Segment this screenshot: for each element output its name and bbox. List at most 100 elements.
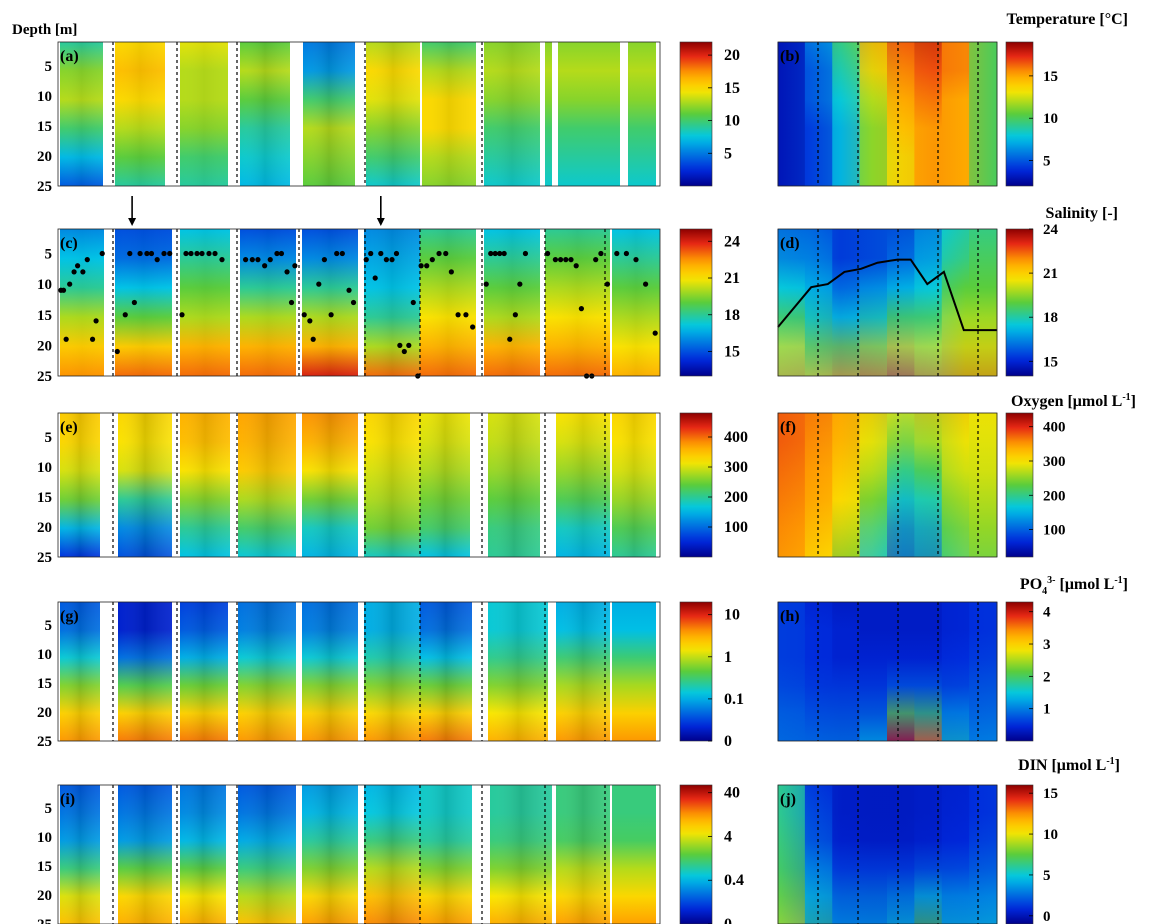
po4-3--right-colorbar-tick-label: 2 bbox=[1043, 669, 1051, 685]
din-right-colorbar-tick-label: 5 bbox=[1043, 868, 1051, 884]
mixed-layer-depth-point bbox=[310, 336, 316, 342]
temperature-panel-letter: (a) bbox=[60, 48, 79, 65]
salinity-seasonal-frame bbox=[777, 228, 998, 377]
depth-tick-label: 15 bbox=[37, 676, 52, 692]
depth-tick-label: 15 bbox=[37, 859, 52, 875]
salinity-station-shading bbox=[302, 229, 358, 376]
salinity-left-colorbar-tick-label: 24 bbox=[724, 233, 740, 250]
oxygen-station-shading bbox=[60, 413, 100, 557]
mixed-layer-depth-point bbox=[497, 250, 503, 257]
oxygen-right-colorbar-tick-label: 400 bbox=[1043, 420, 1066, 436]
depth-tick-label: 5 bbox=[45, 430, 53, 446]
mixed-layer-depth-point bbox=[517, 281, 523, 287]
mixed-layer-depth-point bbox=[154, 257, 160, 263]
oxygen-left-colorbar-tick-label: 400 bbox=[724, 429, 748, 446]
mixed-layer-depth-point bbox=[563, 257, 569, 263]
event-arrow-head bbox=[376, 218, 385, 226]
temperature-station-shading bbox=[366, 42, 420, 186]
oxygen-station-shading bbox=[556, 413, 610, 557]
oxygen-left-colorbar-tick-label: 200 bbox=[724, 489, 748, 506]
depth-tick-label: 20 bbox=[37, 520, 52, 536]
depth-tick-label: 20 bbox=[37, 705, 52, 721]
din-left-colorbar-tick-label: 4 bbox=[724, 828, 732, 845]
oxygen-right-colorbar-tick-label: 200 bbox=[1043, 488, 1066, 504]
salinity-station-shading bbox=[364, 229, 420, 376]
temperature-left-colorbar-tick-label: 20 bbox=[724, 47, 740, 64]
salinity-panel-letter: (c) bbox=[60, 235, 78, 252]
depth-tick-label: 20 bbox=[37, 338, 52, 354]
mixed-layer-depth-point bbox=[249, 257, 255, 263]
mixed-layer-depth-point bbox=[383, 257, 389, 263]
salinity-left-colorbar bbox=[679, 228, 713, 377]
mixed-layer-depth-point bbox=[212, 250, 218, 257]
salinity-seasonal-letter: (d) bbox=[780, 235, 800, 252]
po4-3--station-shading bbox=[364, 602, 420, 741]
po4-3--right-colorbar-tick-label: 3 bbox=[1043, 637, 1051, 653]
oxygen-panel-letter: (e) bbox=[60, 419, 78, 436]
mixed-layer-depth-point bbox=[93, 318, 99, 324]
oxygen-seasonal-blend bbox=[778, 413, 997, 557]
mixed-layer-depth-point bbox=[267, 257, 273, 263]
temperature-station-shading bbox=[180, 42, 228, 186]
mixed-layer-depth-point bbox=[199, 250, 205, 257]
oxygen-station-shading bbox=[612, 413, 656, 557]
mixed-layer-depth-point bbox=[501, 250, 507, 257]
mixed-layer-depth-point bbox=[397, 342, 403, 348]
mixed-layer-depth-point bbox=[558, 257, 564, 263]
depth-tick-label: 5 bbox=[45, 801, 53, 817]
mixed-layer-depth-point bbox=[512, 312, 518, 318]
mixed-layer-depth-point bbox=[578, 306, 585, 312]
mixed-layer-depth-point bbox=[71, 269, 77, 275]
temperature-station-block bbox=[558, 42, 620, 186]
mixed-layer-depth-point bbox=[633, 257, 639, 263]
mixed-layer-depth-point bbox=[75, 263, 81, 269]
mixed-layer-depth-point bbox=[131, 299, 137, 306]
po4-3--left-colorbar-tick-label: 10 bbox=[724, 607, 740, 624]
din-left-colorbar-tick-label: 0 bbox=[724, 916, 732, 924]
din-left-colorbar-tick-label: 40 bbox=[724, 785, 740, 802]
din-right-colorbar bbox=[1005, 784, 1034, 924]
oxygen-station-shading bbox=[238, 413, 296, 557]
temperature-left-colorbar-tick-label: 15 bbox=[724, 80, 740, 97]
mixed-layer-depth-point bbox=[372, 275, 378, 281]
po4-3--seasonal-blend bbox=[778, 602, 997, 741]
mixed-layer-depth-point bbox=[455, 312, 461, 318]
mixed-layer-depth-point bbox=[443, 250, 449, 257]
temperature-right-colorbar-tick-label: 5 bbox=[1043, 154, 1051, 170]
mixed-layer-depth-point bbox=[393, 250, 400, 257]
salinity-right-colorbar-tick-label: 18 bbox=[1043, 310, 1058, 326]
din-station-shading bbox=[556, 785, 610, 924]
temperature-station-shading bbox=[303, 42, 355, 186]
din-title: DIN [μmol L-1] bbox=[1018, 756, 1120, 774]
mixed-layer-depth-point bbox=[122, 312, 128, 318]
oxygen-seasonal-letter: (f) bbox=[780, 419, 796, 436]
salinity-station-shading bbox=[240, 229, 296, 376]
mixed-layer-depth-point bbox=[161, 250, 167, 257]
mixed-layer-depth-point bbox=[429, 257, 435, 263]
mixed-layer-depth-point bbox=[67, 281, 73, 287]
mixed-layer-depth-point bbox=[63, 336, 69, 342]
depth-tick-label: 10 bbox=[37, 89, 52, 105]
salinity-right-colorbar-tick-label: 21 bbox=[1043, 266, 1058, 282]
mixed-layer-depth-point bbox=[418, 263, 424, 269]
po4-3--seasonal-frame bbox=[777, 601, 998, 742]
oxygen-station-shading bbox=[180, 413, 230, 557]
temperature-seasonal-frame bbox=[777, 41, 998, 187]
mixed-layer-depth-point bbox=[593, 257, 599, 263]
din-station-shading bbox=[60, 785, 100, 924]
temperature-seasonal-blend bbox=[778, 42, 997, 186]
mixed-layer-depth-point bbox=[436, 250, 442, 257]
salinity-right-colorbar-tick-label: 24 bbox=[1043, 222, 1059, 238]
mixed-layer-depth-point bbox=[255, 257, 261, 263]
depth-tick-label: 5 bbox=[45, 247, 53, 263]
mixed-layer-depth-point bbox=[194, 250, 200, 257]
temperature-station-shading bbox=[484, 42, 540, 186]
mixed-layer-depth-point bbox=[292, 263, 298, 269]
din-station-shading bbox=[364, 785, 420, 924]
din-left-colorbar-tick-label: 0.4 bbox=[724, 872, 744, 889]
salinity-station-shading bbox=[612, 229, 660, 376]
mixed-layer-depth-point bbox=[614, 250, 620, 257]
mixed-layer-depth-point bbox=[137, 250, 143, 257]
phosphate-title: PO43- [μmol L-1] bbox=[1020, 575, 1128, 597]
din-panel-letter: (i) bbox=[60, 791, 75, 808]
